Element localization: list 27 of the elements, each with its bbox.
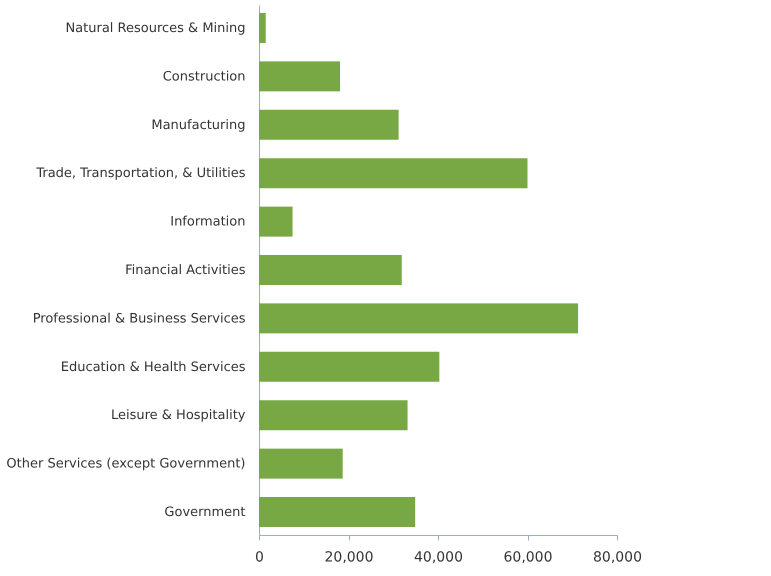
bar xyxy=(259,61,340,92)
x-tick-label: 80,000 xyxy=(593,550,642,566)
bar xyxy=(259,255,402,285)
y-tick-label: Construction xyxy=(162,69,246,84)
x-tick-label: 0 xyxy=(255,550,264,566)
y-tick-label: Information xyxy=(170,214,246,230)
y-tick-label: Government xyxy=(164,505,246,520)
x-tick-label: 20,000 xyxy=(324,550,374,566)
bar xyxy=(259,110,399,140)
bar xyxy=(259,448,343,479)
bar xyxy=(259,400,408,430)
y-tick-label: Financial Activities xyxy=(125,263,246,278)
bar xyxy=(259,303,578,334)
y-tick-label: Leisure & Hospitality xyxy=(110,408,246,424)
bar xyxy=(259,12,266,43)
bar xyxy=(259,206,293,237)
y-tick-label: Manufacturing xyxy=(151,118,246,133)
x-tick-label: 60,000 xyxy=(504,550,552,566)
bar xyxy=(259,497,416,528)
bar xyxy=(259,158,528,188)
y-tick-label: Other Services (except Government) xyxy=(6,456,246,472)
bar xyxy=(259,352,440,382)
y-tick-label: Natural Resources & Mining xyxy=(65,20,246,36)
y-tick-label: Education & Health Services xyxy=(60,360,246,375)
y-tick-label: Trade, Transportation, & Utilities xyxy=(35,166,246,182)
y-tick-label: Professional & Business Services xyxy=(32,311,246,326)
x-tick-label: 40,000 xyxy=(414,550,463,566)
